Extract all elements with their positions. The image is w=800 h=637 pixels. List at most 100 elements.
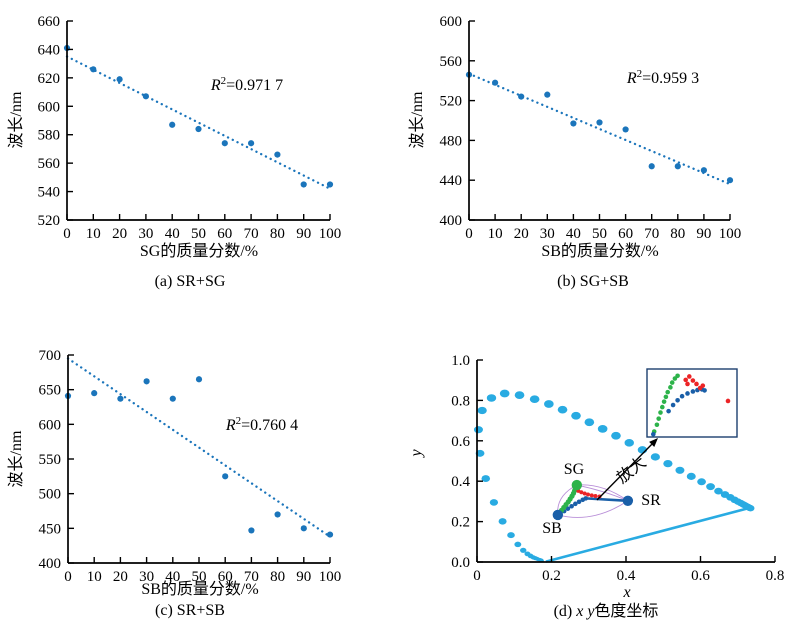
svg-text:50: 50 <box>592 226 607 242</box>
chart-b-sg-sb: 0 10 20 30 40 50 60 70 80 90 100 400 440 480 520 560 600 <box>440 14 742 242</box>
plot-b-x-axis-label: SB的质量分数/% <box>541 243 659 260</box>
plot-c-r2-value: =0.760 4 <box>241 417 299 435</box>
svg-text:0.2: 0.2 <box>542 568 561 584</box>
svg-text:0.8: 0.8 <box>766 568 785 584</box>
svg-text:10: 10 <box>488 226 503 242</box>
svg-text:640: 640 <box>38 42 61 58</box>
svg-text:450: 450 <box>39 521 62 537</box>
svg-text:600: 600 <box>39 417 62 433</box>
svg-text:440: 440 <box>440 173 463 189</box>
plot-c-x-axis-label: SB的质量分数/% <box>141 581 259 598</box>
plot-c-caption: (c) SR+SB <box>155 602 225 619</box>
svg-text:660: 660 <box>38 14 61 30</box>
svg-text:580: 580 <box>38 128 61 144</box>
svg-text:10: 10 <box>86 226 101 242</box>
plot-a-y-axis-label: 波长/nm <box>8 91 25 149</box>
plot-d-y-axis-label: y <box>408 449 425 457</box>
plot-c-r2-symbol: R <box>225 417 236 435</box>
chart-a-sr-sg: 0 10 20 30 40 50 60 70 80 90 100 520 540 560 580 600 620… <box>38 14 342 242</box>
svg-text:400: 400 <box>39 556 62 572</box>
sb-point-label: SB <box>542 520 562 537</box>
svg-text:480: 480 <box>440 133 463 149</box>
svg-text:100: 100 <box>319 569 342 585</box>
plot-b-y-axis-label: 波长/nm <box>409 91 426 149</box>
svg-text:80: 80 <box>270 569 285 585</box>
plot-d-caption-prefix: (d) <box>553 603 577 620</box>
plot-b-r2-symbol: R <box>626 70 637 88</box>
plot-d-caption-suffix: 色度坐标 <box>594 603 659 620</box>
sg-point-label: SG <box>563 461 585 478</box>
svg-text:100: 100 <box>719 226 742 242</box>
svg-text:90: 90 <box>296 226 311 242</box>
svg-text:560: 560 <box>440 54 463 70</box>
svg-text:100: 100 <box>319 226 342 242</box>
plot-b-r2-label: R2=0.959 3 <box>626 67 700 88</box>
svg-text:50: 50 <box>192 569 207 585</box>
plot-c-y-axis-label: 波长/nm <box>8 430 25 488</box>
svg-text:20: 20 <box>113 569 128 585</box>
sr-point-label: SR <box>641 492 661 509</box>
svg-text:0: 0 <box>473 568 481 584</box>
svg-text:80: 80 <box>670 226 685 242</box>
svg-text:400: 400 <box>440 213 463 229</box>
plot-a-r2-label: R2=0.971 7 <box>210 74 284 95</box>
svg-text:700: 700 <box>39 348 62 364</box>
plot-b-r2-value: =0.959 3 <box>642 70 700 88</box>
svg-text:500: 500 <box>39 487 62 503</box>
plot-a-r2-sup: 2 <box>220 74 227 87</box>
chart-d-chromaticity: 0 0.2 0.4 0.6 0.8 0.0 0.2 0.4 0.6 0.8 1.0 <box>451 353 785 584</box>
svg-text:0: 0 <box>465 226 473 242</box>
svg-text:550: 550 <box>39 452 62 468</box>
svg-text:50: 50 <box>191 226 206 242</box>
svg-text:10: 10 <box>87 569 102 585</box>
svg-text:30: 30 <box>138 226 153 242</box>
svg-text:90: 90 <box>696 226 711 242</box>
svg-text:520: 520 <box>440 94 463 110</box>
svg-text:20: 20 <box>514 226 529 242</box>
plot-d-caption-italic: x y <box>576 603 595 620</box>
svg-text:90: 90 <box>296 569 311 585</box>
plot-a-r2-symbol: R <box>210 77 221 95</box>
plot-b-r2-sup: 2 <box>636 67 643 80</box>
svg-text:60: 60 <box>618 226 633 242</box>
svg-text:520: 520 <box>38 213 61 229</box>
svg-text:1.0: 1.0 <box>451 353 470 369</box>
svg-text:70: 70 <box>244 569 259 585</box>
plot-a-caption: (a) SR+SG <box>154 273 226 290</box>
svg-text:20: 20 <box>112 226 127 242</box>
svg-text:540: 540 <box>38 185 61 201</box>
svg-text:0.4: 0.4 <box>617 568 636 584</box>
svg-text:0: 0 <box>63 226 71 242</box>
chart-c-sr-sb: 0 10 20 30 40 50 60 70 80 90 100 400 450 500 550 600 650… <box>39 348 342 585</box>
plot-d-x-axis-label: x <box>623 584 631 601</box>
svg-text:40: 40 <box>165 226 180 242</box>
svg-text:80: 80 <box>270 226 285 242</box>
plot-a-r2-value: =0.971 7 <box>226 77 284 95</box>
plot-d-caption: (d) x y色度坐标 <box>554 604 659 620</box>
svg-text:560: 560 <box>38 156 61 172</box>
svg-text:0.4: 0.4 <box>451 474 470 490</box>
svg-text:650: 650 <box>39 383 62 399</box>
svg-text:40: 40 <box>566 226 581 242</box>
svg-text:40: 40 <box>165 569 180 585</box>
svg-text:30: 30 <box>139 569 154 585</box>
plot-b-caption: (b) SG+SB <box>557 273 629 290</box>
svg-text:30: 30 <box>540 226 555 242</box>
svg-text:620: 620 <box>38 71 61 87</box>
plot-c-r2-sup: 2 <box>235 414 242 427</box>
svg-text:70: 70 <box>244 226 259 242</box>
svg-text:0.6: 0.6 <box>691 568 710 584</box>
plot-c-r2-label: R2=0.760 4 <box>225 414 299 435</box>
svg-text:0.8: 0.8 <box>451 393 470 409</box>
svg-text:600: 600 <box>440 14 463 30</box>
plot-a-x-axis-label: SG的质量分数/% <box>139 243 259 260</box>
svg-text:60: 60 <box>218 569 233 585</box>
svg-text:70: 70 <box>644 226 659 242</box>
svg-text:0: 0 <box>64 569 72 585</box>
svg-text:0.6: 0.6 <box>451 434 470 450</box>
svg-text:600: 600 <box>38 99 61 115</box>
svg-text:60: 60 <box>217 226 232 242</box>
svg-text:0.2: 0.2 <box>451 515 470 531</box>
svg-text:0.0: 0.0 <box>451 555 470 571</box>
